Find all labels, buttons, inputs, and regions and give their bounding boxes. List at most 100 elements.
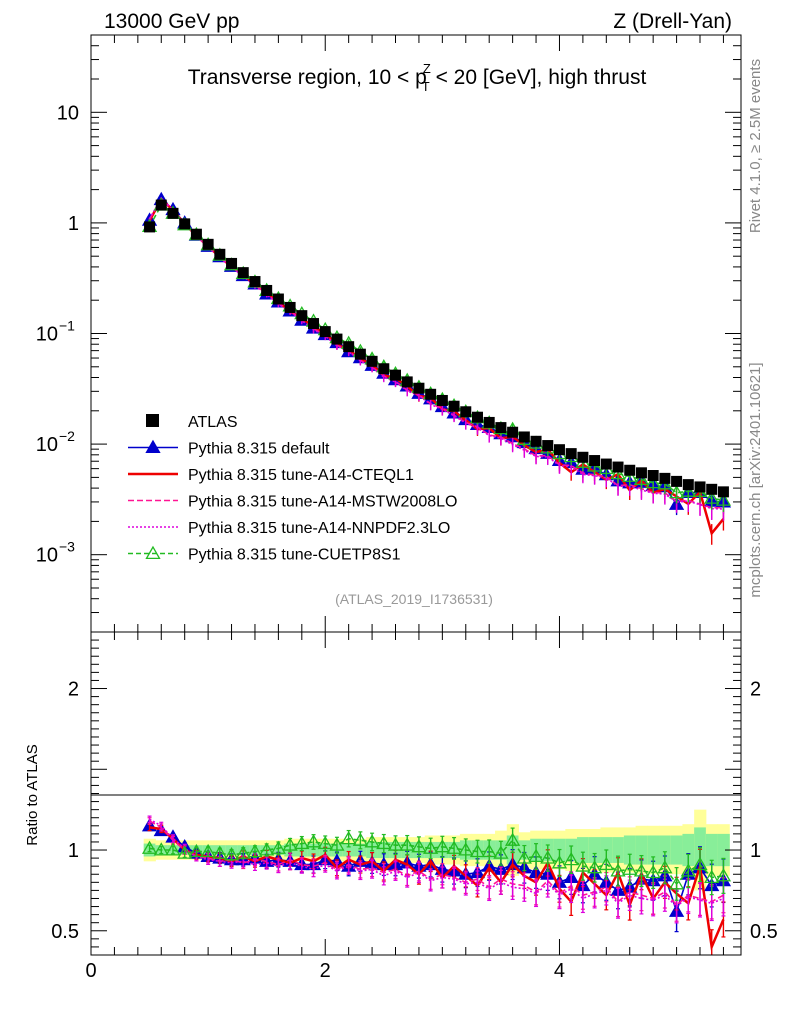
ratio-marker [141,840,158,854]
ratio-marker [715,868,732,882]
ratio-marker [446,840,462,854]
data-point [542,440,554,452]
data-point [659,472,671,484]
data-point [366,355,378,367]
ratio-marker [270,840,287,854]
mc-marker [704,490,720,504]
data-point [671,475,683,487]
ratio-marker [610,863,626,877]
main-title: Transverse region, 10 < pZ T < 20 [GeV], … [188,61,647,94]
ratio-marker [177,845,193,859]
legend-label: Pythia 8.315 tune-CUETP8S1 [188,547,401,564]
mc-marker [715,492,732,506]
ratio-marker [200,843,216,858]
ratio-y-tick-label-right: 1 [750,840,761,862]
y-tick-exponent: −3 [59,539,75,555]
mc-marker [680,483,696,497]
stat-uncertainty-band [588,837,601,863]
ratio-marker [493,845,509,859]
mc-marker [668,484,685,499]
ratio-marker [586,859,603,874]
analysis-id: (ATLAS_2019_I1736531) [335,591,493,607]
ratio-marker [165,842,181,856]
data-point [296,310,308,322]
legend-label: Pythia 8.315 tune-A14-CTEQL1 [188,467,414,484]
ratio-line [149,818,724,908]
ratio-marker [434,838,450,853]
data-point [553,444,565,456]
data-point [706,483,718,495]
data-point [390,369,402,381]
data-point [577,451,589,463]
data-point [647,470,659,482]
ratio-marker [551,855,568,869]
stat-uncertainty-band [612,837,625,863]
ratio-marker [668,876,685,890]
data-point [179,218,191,230]
data-point [635,467,647,479]
ratio-y-tick-label-right: 0.5 [750,921,778,943]
ratio-marker [305,834,322,848]
data-point [448,400,460,412]
ratio-marker [411,838,427,853]
ratio-marker [329,837,345,851]
stat-uncertainty-band [647,835,660,865]
rivet-label: Rivet 4.1.0, ≥ 2.5M events [747,59,764,233]
ratio-marker [481,843,497,858]
ratio-marker [212,845,228,859]
ratio-marker [294,835,310,850]
mc-marker [645,474,661,489]
ratio-marker [575,858,591,872]
ratio-marker [223,847,240,861]
ratio-x-axis: 0 2 4 [85,632,724,982]
y-tick-label: 10 [36,324,58,346]
ratio-marker [645,864,661,879]
stat-uncertainty-band [659,835,672,865]
legend-label: ATLAS [188,414,238,431]
main-x-ticks [90,35,724,632]
ratio-marker [563,851,579,866]
data-point [272,293,284,305]
data-point [190,228,202,240]
legend-data-marker [146,414,159,427]
stat-uncertainty-band [577,837,590,863]
ratio-marker [341,830,357,845]
data-point [460,406,472,418]
ratio-marker [376,835,392,850]
ratio-marker [282,837,298,851]
ratio-y-label: Ratio to ATLAS [24,744,41,845]
data-point [612,461,624,473]
mc-line [148,197,724,509]
data-point [378,363,390,375]
data-point [600,458,612,470]
stat-uncertainty-band [623,835,637,865]
legend-label: Pythia 8.315 tune-A14-NNPDF2.3LO [188,520,450,537]
data-point [237,267,249,279]
data-point [518,431,530,443]
data-point [343,341,355,353]
energy-label: 13000 GeV pp [104,10,239,33]
ratio-marker [458,842,474,856]
ratio-y-tick-label: 2 [68,679,79,701]
mcplots-label: mcplots.cern.ch [arXiv:2401.10621] [747,362,764,597]
ratio-marker [317,835,333,850]
data-point [249,276,261,288]
x-tick-label: 2 [320,960,331,982]
ratio-marker [528,848,544,863]
stat-uncertainty-band [682,833,695,867]
ratio-marker [247,843,263,858]
data-point [308,318,320,330]
ratio-marker [399,837,415,851]
ratio-marker [188,843,205,858]
data-point [144,221,156,233]
ratio-marker [692,856,708,871]
ratio-plot-area [141,815,732,955]
data-point [530,435,542,447]
data-point [589,455,601,467]
data-point [624,464,636,476]
data-point [354,348,366,360]
data-point [425,388,437,400]
ratio-marker [657,859,673,874]
y-tick-exponent: −2 [59,428,75,444]
